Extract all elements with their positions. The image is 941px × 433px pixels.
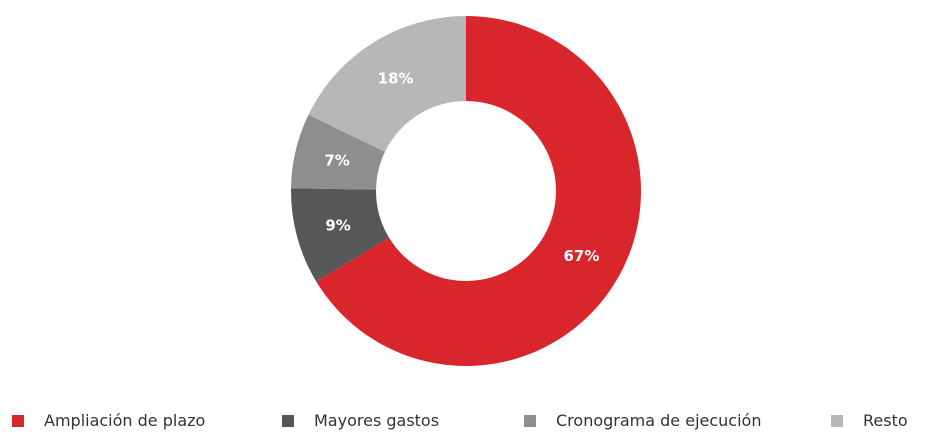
legend-label-cronograma-de-ejecucion: Cronograma de ejecución	[556, 411, 762, 430]
legend-label-ampliacion-de-plazo: Ampliación de plazo	[44, 411, 206, 430]
slice-label-mayores-gastos: 9%	[325, 217, 350, 235]
slice-resto	[308, 16, 466, 152]
legend-item-resto: Resto	[831, 411, 908, 431]
legend-item-cronograma-de-ejecucion: Cronograma de ejecución	[524, 411, 761, 431]
chart-legend: Ampliación de plazo Mayores gastos Crono…	[0, 405, 941, 433]
legend-label-mayores-gastos: Mayores gastos	[314, 411, 440, 430]
slice-label-resto: 18%	[378, 70, 414, 88]
legend-swatch-ampliacion-de-plazo	[12, 415, 24, 427]
slice-label-ampliacion-de-plazo: 67%	[563, 247, 599, 265]
slice-label-cronograma-de-ejecucion: 7%	[324, 151, 349, 169]
slice-cronograma-de-ejecucion	[291, 114, 385, 190]
legend-item-mayores-gastos: Mayores gastos	[282, 411, 439, 431]
donut-chart-svg: 67% 9% 7% 18%	[290, 16, 641, 366]
slice-ampliacion-de-plazo	[316, 16, 641, 366]
donut-chart: 67% 9% 7% 18%	[290, 16, 641, 366]
slice-mayores-gastos	[290, 188, 390, 282]
legend-swatch-cronograma-de-ejecucion	[524, 415, 536, 427]
legend-swatch-mayores-gastos	[282, 415, 294, 427]
legend-item-ampliacion-de-plazo: Ampliación de plazo	[12, 411, 205, 431]
legend-swatch-resto	[831, 415, 843, 427]
legend-label-resto: Resto	[863, 411, 908, 430]
